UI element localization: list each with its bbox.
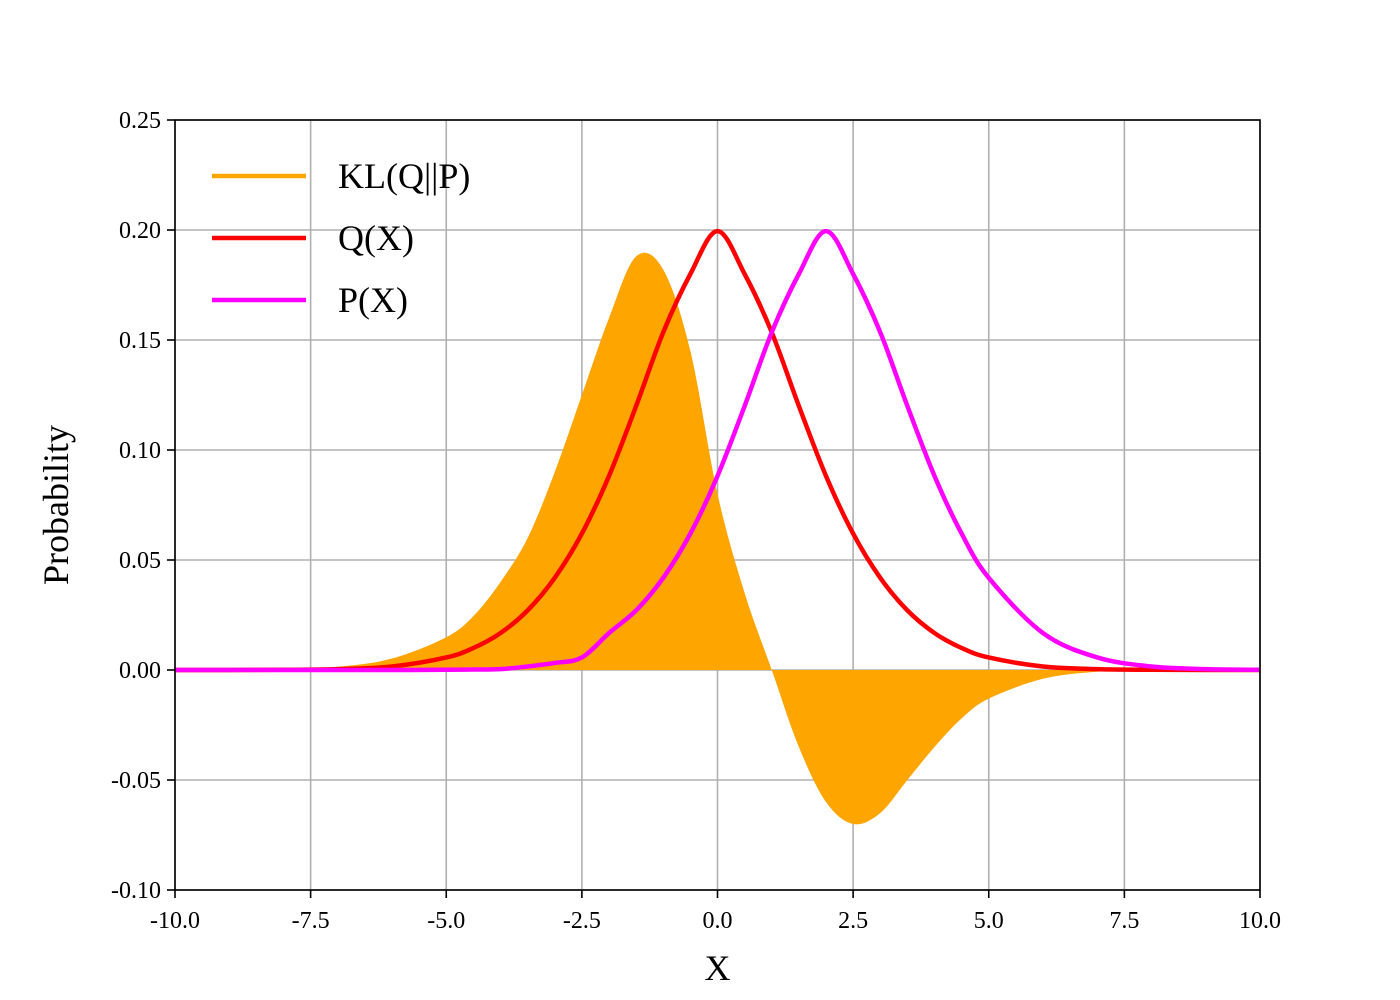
x-tick-label: 10.0 (1239, 908, 1281, 934)
legend: KL(Q||P) Q(X) P(X) (212, 156, 470, 320)
x-axis-label: X (705, 948, 731, 988)
x-tick-label: 0.0 (703, 908, 733, 934)
x-tick-label: -7.5 (292, 908, 330, 934)
y-tick-label: 0.05 (119, 548, 161, 574)
x-tick-label: 5.0 (974, 908, 1004, 934)
x-tick-label: 2.5 (838, 908, 868, 934)
x-tick-label: -5.0 (427, 908, 465, 934)
x-tick-label: -10.0 (150, 908, 200, 934)
legend-label: KL(Q||P) (338, 156, 470, 196)
legend-label: Q(X) (338, 218, 414, 258)
y-tick-label: 0.15 (119, 328, 161, 354)
y-tick-label: 0.10 (119, 438, 161, 464)
legend-label: P(X) (338, 280, 408, 320)
axis-ticks: -10.0 -7.5 -5.0 -2.5 0.0 2.5 5.0 7.5 10.0 -0.10 -0… (111, 108, 1281, 934)
y-tick-label: 0.25 (119, 108, 161, 134)
y-tick-label: 0.00 (119, 658, 161, 684)
series-line-qx (174, 228, 1261, 673)
x-tick-label: -2.5 (563, 908, 601, 934)
y-tick-label: 0.20 (119, 218, 161, 244)
y-tick-label: -0.10 (111, 878, 161, 904)
x-tick-label: 7.5 (1109, 908, 1139, 934)
series-line-px (175, 228, 1261, 673)
y-tick-label: -0.05 (111, 768, 161, 794)
kl-divergence-area (175, 252, 1260, 825)
y-axis-label: Probability (36, 425, 76, 585)
series-layer (174, 228, 1261, 825)
